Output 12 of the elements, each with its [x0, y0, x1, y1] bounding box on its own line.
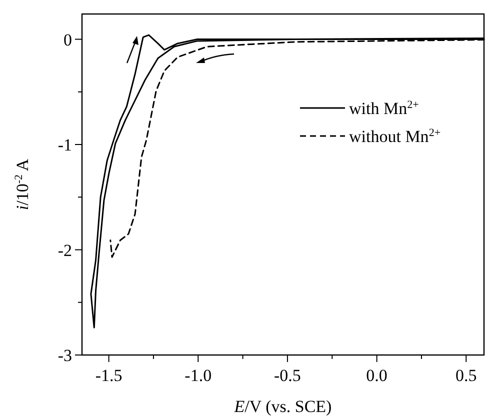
x-tick-label: 0.5	[456, 366, 477, 385]
y-tick-label: -1	[58, 136, 72, 155]
x-tick-label: -0.5	[274, 366, 301, 385]
y-tick-label: -3	[58, 346, 72, 365]
y-tick-label: 0	[64, 30, 72, 50]
legend-label: without Mn$^{2+}$	[349, 127, 441, 146]
x-tick-label: 0.0	[366, 366, 388, 385]
x-tick-label: -1.0	[184, 366, 212, 385]
x-axis-title: E/V (vs. SCE)	[233, 397, 332, 416]
legend-label: with Mn$^{2+}$	[349, 99, 419, 118]
x-tick-label: -1.5	[95, 366, 122, 385]
y-tick-label: -2	[58, 240, 72, 260]
